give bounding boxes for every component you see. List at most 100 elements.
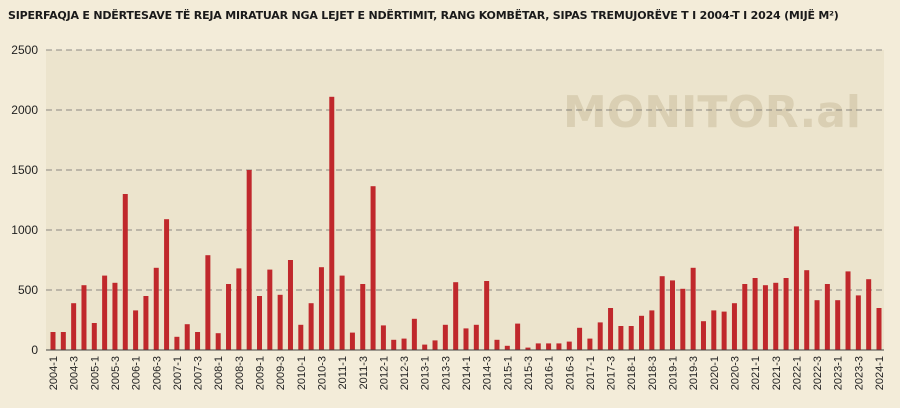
x-tick-label: 2021-1 [750,356,762,390]
x-tick-label: 2010-3 [316,356,328,390]
bar-2016-3 [566,341,572,350]
bar-2008-2 [226,284,232,350]
x-tick-label: 2014-3 [482,356,494,390]
bar-2020-4 [742,284,748,350]
x-tick-label: 2023-1 [833,356,845,390]
bar-2022-4 [824,284,830,350]
x-tick-label: 2018-3 [647,356,659,390]
bar-2011-4 [370,186,376,350]
x-tick-label: 2019-3 [688,356,700,390]
x-tick-label: 2018-1 [626,356,638,390]
bar-2022-2 [804,270,810,350]
bar-2021-1 [752,278,758,350]
watermark-text: MONITOR.al [563,87,861,138]
bar-2024-1 [876,308,882,350]
bar-2004-1 [50,332,56,350]
y-tick-label: 2500 [11,43,38,57]
bar-2022-3 [814,300,820,350]
x-tick-label: 2024-1 [874,356,886,390]
bar-2012-4 [411,318,417,350]
bar-2008-1 [215,333,221,350]
x-tick-label: 2011-3 [358,356,370,389]
x-tick-label: 2005-1 [89,356,101,390]
bar-2014-2 [473,324,479,350]
bar-2019-2 [680,288,686,350]
bar-2013-2 [432,340,438,350]
bar-2005-4 [122,194,128,350]
bar-2007-4 [205,255,211,350]
bar-2010-4 [329,96,335,350]
bar-2007-1 [174,336,180,350]
bar-2013-3 [442,324,448,350]
bar-2015-4 [535,343,541,350]
bar-2007-3 [195,332,201,350]
x-tick-label: 2009-1 [255,356,267,390]
bar-2022-1 [793,226,799,350]
bar-2014-1 [463,328,469,350]
bar-2018-4 [659,276,665,350]
bar-2017-3 [608,308,614,350]
x-tick-label: 2017-1 [585,356,597,390]
bar-2013-1 [422,344,428,350]
bar-2006-1 [133,310,139,350]
bar-2005-3 [112,282,118,350]
x-tick-label: 2007-1 [172,356,184,390]
bar-2023-2 [845,271,851,350]
x-tick-label: 2006-1 [131,356,143,390]
x-tick-label: 2015-3 [523,356,535,390]
bar-2015-1 [504,345,510,350]
y-tick-label: 2000 [11,103,38,117]
x-tick-label: 2004-3 [69,356,81,390]
bar-2011-3 [360,284,366,350]
bar-2020-3 [731,303,737,350]
bar-2009-3 [277,294,283,350]
x-tick-label: 2020-3 [729,356,741,390]
bar-2013-4 [453,282,459,350]
x-tick-label: 2007-3 [193,356,205,390]
bar-2015-2 [515,323,521,350]
bar-2019-4 [700,321,706,350]
bar-2006-3 [153,267,159,350]
y-tick-label: 0 [31,343,38,357]
bar-2016-1 [546,343,552,350]
bar-2011-2 [349,332,355,350]
y-axis-ticks: 0 500 1000 1500 2000 2500 [11,43,38,357]
x-tick-label: 2012-1 [378,356,390,390]
x-axis-ticks: 2004-1 2004-3 2005-1 2005-3 2006-1 2006-3 2007… [48,356,886,390]
bar-2023-1 [835,300,841,350]
x-tick-label: 2005-3 [110,356,122,390]
bar-2020-2 [721,311,727,350]
x-tick-label: 2012-3 [399,356,411,390]
x-tick-label: 2019-1 [668,356,680,390]
bar-2018-1 [628,326,634,350]
bar-2012-2 [391,339,397,350]
x-tick-label: 2017-3 [606,356,618,390]
x-tick-label: 2021-3 [771,356,783,390]
bar-2004-3 [71,303,77,350]
bar-2021-2 [762,285,768,350]
bar-2018-3 [649,310,655,350]
bar-2017-2 [597,322,603,350]
bar-2020-1 [711,310,717,350]
bar-2008-3 [236,268,242,350]
bar-2006-4 [164,219,170,350]
x-tick-label: 2022-3 [812,356,824,390]
y-tick-label: 1000 [11,223,38,237]
x-tick-label: 2020-1 [709,356,721,390]
x-tick-label: 2009-3 [275,356,287,390]
bar-2006-2 [143,296,149,350]
bar-2004-4 [81,285,87,350]
bars [50,96,882,350]
bar-2021-3 [773,282,779,350]
x-tick-label: 2015-1 [502,356,514,390]
bar-2023-4 [866,279,872,350]
bar-2017-4 [618,326,624,350]
x-tick-label: 2006-3 [151,356,163,390]
bar-2009-4 [287,260,293,350]
bar-2011-1 [339,275,345,350]
bar-2017-1 [587,338,593,350]
x-tick-label: 2011-1 [337,356,349,389]
x-tick-label: 2016-1 [544,356,556,390]
